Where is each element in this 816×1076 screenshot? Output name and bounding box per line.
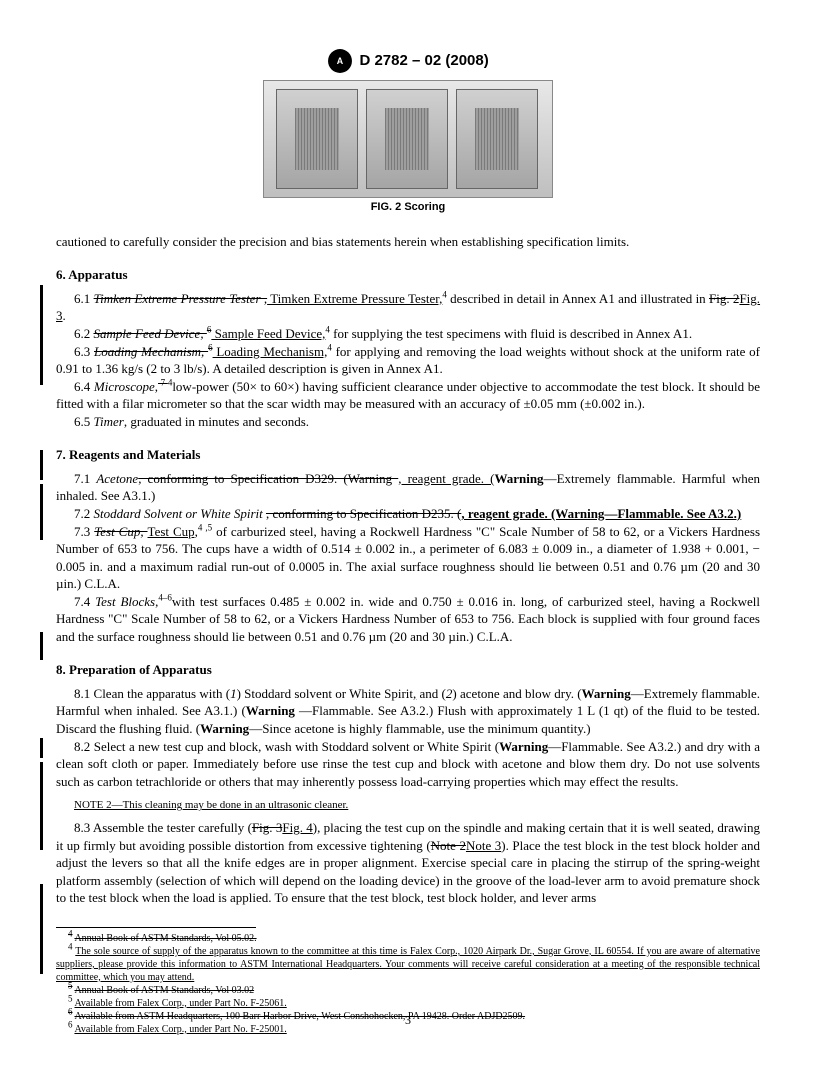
intro-paragraph: cautioned to carefully consider the prec…	[56, 233, 760, 251]
section-7-title: 7. Reagents and Materials	[56, 446, 760, 464]
change-bar	[40, 738, 43, 758]
doc-header: A D 2782 – 02 (2008)	[56, 48, 760, 74]
note-2: NOTE 2—This cleaning may be done in an u…	[56, 798, 760, 813]
clause-7-4: 7.4 Test Blocks,4–6with test surfaces 0.…	[56, 593, 760, 646]
svg-text:A: A	[337, 56, 344, 66]
clause-8-2: 8.2 Select a new test cup and block, was…	[56, 738, 760, 791]
figure-2-image	[263, 80, 553, 198]
change-bar	[40, 960, 43, 974]
astm-logo-icon: A	[327, 48, 353, 74]
change-bar	[40, 884, 43, 946]
change-bar	[40, 285, 43, 385]
change-bar	[40, 632, 43, 660]
change-bar	[40, 450, 43, 480]
clause-7-3: 7.3 Test Cup, Test Cup,4 ,5 of carburize…	[56, 523, 760, 593]
clause-6-2: 6.2 Sample Feed Device, 6 Sample Feed De…	[56, 325, 760, 343]
change-bar	[40, 762, 43, 850]
clause-7-1: 7.1 Acetone, conforming to Specification…	[56, 470, 760, 505]
clause-6-4: 6.4 Microscope, 7 4low-power (50× to 60×…	[56, 378, 760, 413]
change-bar	[40, 484, 43, 540]
change-bar	[40, 946, 43, 960]
figure-2-caption: FIG. 2 Scoring	[56, 200, 760, 215]
clause-8-3: 8.3 Assemble the tester carefully (Fig. …	[56, 819, 760, 907]
section-6-title: 6. Apparatus	[56, 266, 760, 284]
page-number: 3	[0, 1012, 816, 1028]
clause-6-1: 6.1 Timken Extreme Pressure Tester , Tim…	[56, 290, 760, 325]
clause-6-3: 6.3 Loading Mechanism, 6 Loading Mechani…	[56, 343, 760, 378]
clause-7-2: 7.2 Stoddard Solvent or White Spirit , c…	[56, 505, 760, 523]
clause-8-1: 8.1 Clean the apparatus with (1) Stoddar…	[56, 685, 760, 738]
section-8-title: 8. Preparation of Apparatus	[56, 661, 760, 679]
clause-6-5: 6.5 Timer, graduated in minutes and seco…	[56, 413, 760, 431]
designation: D 2782 – 02 (2008)	[359, 52, 488, 69]
